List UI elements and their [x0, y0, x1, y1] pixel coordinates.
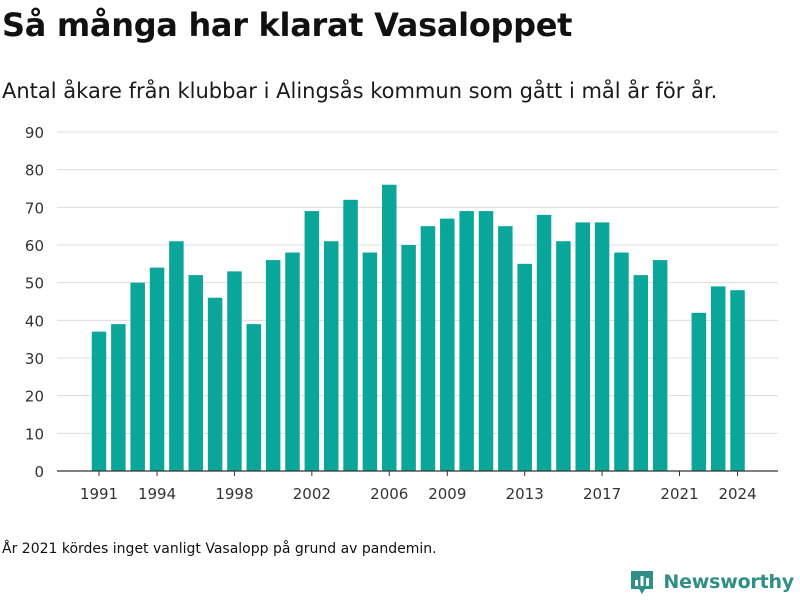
- bar: [246, 324, 262, 471]
- bar: [594, 222, 610, 471]
- bar: [710, 286, 726, 471]
- bar: [130, 282, 145, 471]
- chart-title: Så många har klarat Vasaloppet: [2, 6, 573, 44]
- chart-footnote: År 2021 kördes inget vanligt Vasalopp på…: [2, 541, 437, 557]
- bar: [575, 222, 590, 471]
- x-tick-label: 1991: [80, 485, 118, 503]
- y-tick-label: 80: [25, 162, 44, 180]
- bar: [401, 245, 416, 471]
- y-tick-label: 60: [25, 237, 44, 255]
- y-axis-ticks: 0 10 20 30 40 50 60 70 80 90: [25, 124, 44, 481]
- bar: [614, 252, 629, 471]
- x-tick-label: 2024: [718, 485, 756, 503]
- x-tick-label: 2021: [660, 485, 698, 503]
- bar: [188, 275, 203, 471]
- bar: [362, 252, 378, 471]
- x-tick-label: 2006: [370, 485, 408, 503]
- bar: [149, 267, 165, 471]
- y-tick-label: 20: [25, 388, 44, 406]
- bar: [536, 214, 552, 471]
- bar: [459, 211, 474, 471]
- bar: [517, 263, 532, 471]
- chart-subtitle: Antal åkare från klubbar i Alingsås komm…: [2, 79, 718, 103]
- bar: [652, 260, 668, 471]
- x-tick-label: 2013: [506, 485, 544, 503]
- x-axis: 1991 1994 1998 2002 2006 2009 2013 2017 2021 2024: [57, 470, 778, 503]
- y-tick-label: 70: [25, 199, 44, 217]
- bar: [265, 260, 281, 471]
- y-tick-label: 90: [25, 124, 44, 142]
- bar: [323, 241, 339, 471]
- x-tick-label: 2017: [583, 485, 621, 503]
- brand-name: Newsworthy: [663, 571, 794, 593]
- y-tick-label: 10: [25, 425, 44, 443]
- bar: [498, 226, 513, 471]
- newsworthy-logo[interactable]: Newsworthy: [629, 569, 794, 595]
- y-tick-label: 30: [25, 350, 44, 368]
- bar: [111, 324, 126, 471]
- bar: [285, 252, 300, 471]
- bar: [478, 211, 494, 471]
- bar: [691, 312, 707, 471]
- bar-chart: 0 10 20 30 40 50 60 70 80 90 1991 1994 1998 2002 2006…: [25, 124, 778, 503]
- bar-chart-pin-icon: [631, 571, 654, 594]
- y-tick-label: 50: [25, 275, 44, 293]
- y-tick-label: 40: [25, 312, 44, 330]
- bar: [633, 275, 649, 471]
- gridlines: [57, 131, 778, 434]
- bar: [730, 290, 745, 471]
- bar: [556, 241, 571, 471]
- bar: [91, 331, 107, 471]
- x-tick-label: 2009: [428, 485, 466, 503]
- x-tick-label: 2002: [293, 485, 331, 503]
- x-tick-label: 1998: [215, 485, 253, 503]
- bar: [343, 199, 358, 472]
- bar: [169, 241, 184, 471]
- y-tick-label: 0: [34, 463, 44, 481]
- bar: [382, 184, 397, 471]
- bar: [207, 297, 223, 471]
- bar: [304, 211, 320, 471]
- bars: [91, 184, 745, 472]
- bar: [227, 271, 242, 471]
- x-tick-label: 1994: [138, 485, 176, 503]
- bar: [420, 226, 436, 471]
- bar: [440, 218, 455, 471]
